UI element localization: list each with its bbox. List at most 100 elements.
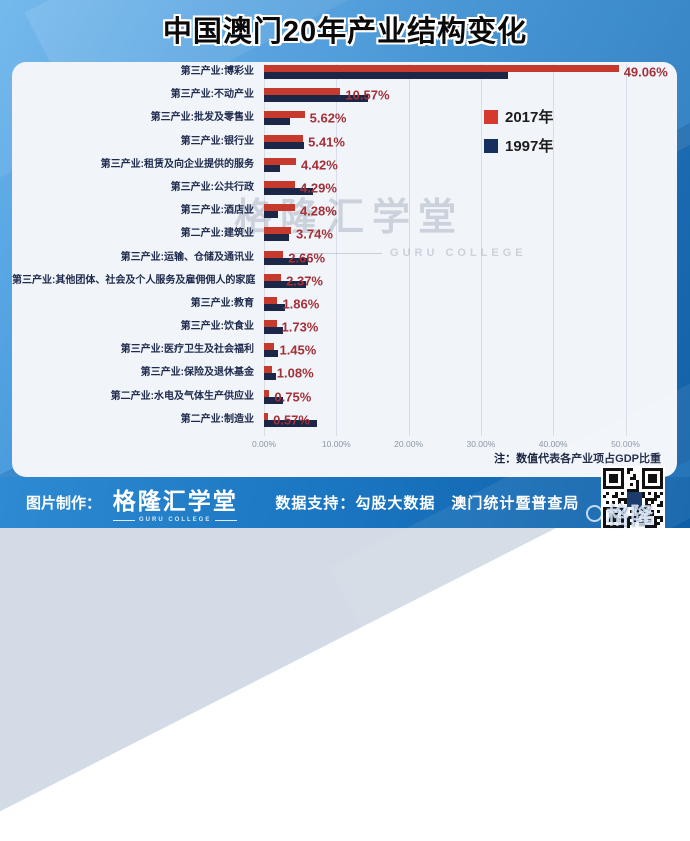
bar-2017: [264, 343, 275, 351]
bar-row: 第三产业:其他团体、社会及个人服务及雇佣佣人的家庭 2.37%: [12, 273, 677, 297]
value-label: 0.75%: [274, 389, 312, 405]
bar-row: 第三产业:租赁及向企业提供的服务 4.42%: [12, 157, 677, 181]
page-title: 中国澳门20年产业结构变化: [162, 16, 528, 48]
category-label: 第三产业:其他团体、社会及个人服务及雇佣佣人的家庭: [12, 274, 256, 286]
legend-swatch-2017: [484, 109, 498, 124]
legend-label-1997: 1997年: [505, 138, 554, 155]
guru-college-logo: 格隆汇学堂 GURU COLLEGE: [109, 482, 241, 523]
bar-row: 第三产业:饮食业 1.73%: [12, 320, 677, 343]
bar-row: 第二产业:制造业 0.57%: [12, 412, 677, 436]
value-label: 49.06%: [623, 64, 668, 80]
bar-1997: [264, 187, 314, 195]
category-label: 第三产业:批发及零售业: [150, 112, 254, 124]
category-label: 第三产业:租赁及向企业提供的服务: [100, 158, 254, 170]
bar-1997: [264, 350, 279, 358]
bar-group: 1.86%: [264, 296, 677, 312]
category-label: 第三产业:医疗卫生及社会福利: [120, 344, 254, 356]
bar-row: 第三产业:银行业 5.41%: [12, 134, 677, 158]
gridline-50: [625, 64, 627, 436]
bar-row: 第三产业:教育 1.86%: [12, 296, 677, 320]
gridline-30: [480, 64, 482, 436]
value-label: 2.66%: [288, 250, 326, 265]
bar-2017: [264, 111, 305, 119]
bar-1997: [264, 257, 309, 265]
bar-2017: [264, 204, 295, 212]
bar-2017: [264, 273, 282, 281]
gridline-20: [408, 64, 410, 436]
x-axis-tick: 30.00%: [466, 439, 496, 449]
bar-1997: [264, 72, 508, 79]
value-label: 4.29%: [300, 180, 337, 196]
gridline-0: [264, 64, 265, 436]
watermark-logo-icon: [586, 504, 603, 522]
bar-row: 第三产业:运输、仓储及通讯业 2.66%: [12, 250, 677, 274]
bar-1997: [264, 396, 283, 404]
bar-1997: [264, 373, 277, 381]
bar-group: 4.42%: [264, 157, 677, 173]
credit-label: 图片制作：: [26, 495, 102, 512]
bar-row: 第三产业:医疗卫生及社会福利 1.45%: [12, 343, 677, 366]
bar-group: 2.37%: [264, 273, 677, 289]
value-label: 3.74%: [296, 226, 333, 242]
category-label: 第二产业:建筑业: [180, 228, 254, 240]
bar-1997: [264, 234, 290, 242]
category-label: 第三产业:博彩业: [180, 66, 254, 77]
category-label: 第三产业:银行业: [180, 135, 254, 147]
logo-text: 格隆汇学堂: [112, 488, 238, 514]
bar-2017: [264, 366, 272, 374]
bar-group: 0.75%: [264, 389, 677, 405]
bar-2017: [264, 65, 619, 72]
value-label: 1.86%: [282, 296, 320, 312]
gridline-40: [553, 64, 555, 436]
bar-row: 第二产业:建筑业 3.74%: [12, 227, 677, 250]
bar-group: 3.74%: [264, 226, 677, 242]
value-label: 2.37%: [286, 273, 323, 289]
chart-note: 注：数值代表各产业项占GDP比重: [494, 453, 661, 465]
logo-line: [113, 519, 136, 521]
bar-1997: [264, 327, 283, 335]
category-label: 第三产业:教育: [190, 297, 254, 309]
value-label: 1.45%: [279, 342, 317, 358]
bar-group: 10.57%: [264, 87, 677, 103]
value-label: 4.42%: [300, 157, 338, 173]
bar-group: 5.41%: [264, 134, 677, 150]
legend-swatch-1997: [484, 138, 498, 153]
value-label: 5.41%: [308, 134, 345, 150]
bar-row: 第三产业:博彩业 49.06%: [12, 65, 677, 88]
bar-1997: [264, 303, 285, 311]
bar-2017: [264, 227, 292, 235]
category-label: 第三产业:运输、仓储及通讯业: [120, 251, 254, 263]
category-label: 第二产业:水电及气体生产供应业: [110, 390, 254, 402]
bar-group: 1.08%: [264, 366, 677, 381]
bar-1997: [264, 141, 305, 149]
bar-1997: [264, 164, 280, 172]
bar-group: 0.57%: [264, 412, 677, 428]
gridline-10: [336, 64, 338, 436]
bar-1997: [264, 419, 317, 427]
bar-group: 5.62%: [264, 110, 677, 126]
bar-row: 第三产业:不动产业 10.57%: [12, 88, 677, 111]
bar-row: 第二产业:水电及气体生产供应业 0.75%: [12, 389, 677, 413]
value-label: 0.57%: [273, 412, 310, 428]
category-label: 第三产业:公共行政: [170, 181, 254, 193]
category-label: 第三产业:酒店业: [180, 205, 254, 217]
value-label: 10.57%: [345, 87, 390, 103]
bar-2017: [264, 250, 284, 258]
legend-item-2017: 2017年: [484, 106, 553, 127]
qr-watermark-text: 格隆: [606, 502, 654, 528]
bar-group: 4.28%: [264, 204, 677, 219]
logo-subtext: GURU COLLEGE: [139, 517, 212, 523]
chart-card: 0.00% 10.00% 20.00% 30.00% 40.00% 50.00% 格隆汇学…: [12, 62, 677, 477]
bar-2017: [264, 180, 296, 188]
bar-2017: [264, 134, 304, 142]
bar-1997: [264, 211, 278, 219]
bar-chart: 第三产业:博彩业 49.06% 第三产业:不动产业 10.57% 第三产业:批发及零售业…: [12, 65, 677, 436]
bar-row: 第三产业:酒店业 4.28%: [12, 204, 677, 227]
bar-row: 第三产业:保险及退休基金 1.08%: [12, 366, 677, 389]
bar-2017: [264, 320, 277, 328]
bar-2017: [264, 389, 270, 397]
value-label: 5.62%: [309, 110, 347, 126]
qr-code: [601, 466, 665, 530]
category-label: 第三产业:饮食业: [180, 321, 254, 333]
qr-watermark: 格隆: [586, 496, 654, 530]
